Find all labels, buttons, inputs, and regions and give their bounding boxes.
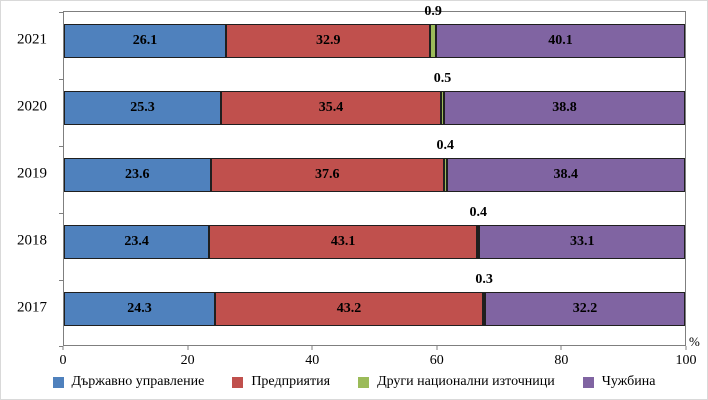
x-tick-mark — [685, 346, 687, 350]
legend-item: Други национални източници — [358, 374, 555, 390]
bar-segment: 32.2 — [485, 292, 685, 326]
legend-swatch — [232, 376, 244, 388]
legend: Държавно управление Предприятия Други наци… — [1, 374, 707, 390]
bar-segment: 37.6 — [210, 158, 445, 192]
y-tick-mark — [59, 12, 63, 13]
bar-segment: 23.6 — [64, 158, 211, 192]
segment-value-label: 32.9 — [315, 33, 341, 48]
bar-segment: 38.8 — [444, 91, 685, 125]
x-tick-mark — [187, 346, 189, 350]
bar-row-2021: 0.9 26.1 32.9 40.1 — [64, 5, 685, 79]
segment-value-label-outside: 0.4 — [469, 205, 487, 220]
x-tick-mark — [62, 346, 64, 350]
y-axis-label: 2018 — [17, 232, 47, 249]
x-tick-label: 0 — [59, 353, 67, 368]
legend-item: Държавно управление — [52, 374, 205, 390]
x-tick-label: 20 — [180, 353, 195, 368]
bar-row-2019: 0.4 23.6 37.6 38.4 — [64, 139, 685, 213]
stacked-bar: 25.3 35.4 38.8 — [64, 91, 685, 125]
segment-value-label-outside: 0.4 — [436, 138, 455, 153]
segment-value-label-outside: 0.5 — [433, 71, 452, 86]
x-tick-label: 80 — [554, 353, 569, 368]
legend-label: Държавно управление — [71, 374, 205, 389]
plot-area: 0.9 26.1 32.9 40.1 0.5 25.3 35.4 38.8 0.4 23.6 37.… — [59, 5, 686, 347]
segment-value-label: 23.6 — [125, 167, 150, 182]
bar-segment: 38.4 — [446, 158, 685, 192]
segment-value-label: 38.4 — [553, 167, 579, 182]
y-axis-label: 2019 — [17, 165, 47, 182]
legend-swatch — [358, 376, 370, 388]
bar-segment: 25.3 — [64, 91, 222, 125]
legend-swatch — [582, 376, 594, 388]
y-axis-label: 2021 — [17, 31, 47, 48]
segment-value-label-outside: 0.9 — [424, 4, 442, 19]
segment-value-label: 40.1 — [548, 33, 573, 48]
x-axis-unit-label: % — [689, 334, 700, 349]
bar-segment: 43.1 — [209, 225, 477, 259]
segment-value-label-outside: 0.3 — [475, 272, 493, 287]
x-tick-mark — [560, 346, 562, 350]
legend-label: Чужбина — [601, 374, 656, 389]
y-tick-mark — [59, 280, 63, 281]
segment-value-label: 37.6 — [315, 167, 340, 182]
y-tick-mark — [59, 213, 63, 214]
bar-segment — [476, 225, 480, 259]
bar-segment: 43.2 — [214, 292, 484, 326]
stacked-bar: 24.3 43.2 32.2 — [64, 292, 685, 326]
y-tick-mark — [59, 346, 63, 347]
bar-segment — [430, 24, 436, 58]
bar-segment: 40.1 — [435, 24, 685, 58]
segment-value-label: 35.4 — [318, 100, 344, 115]
segment-value-label: 25.3 — [130, 100, 155, 115]
x-tick-label: 100 — [675, 353, 697, 368]
stacked-bar: 26.1 32.9 40.1 — [64, 24, 685, 58]
segment-value-label: 24.3 — [127, 301, 152, 316]
stacked-bar: 23.6 37.6 38.4 — [64, 158, 685, 192]
bar-row-2017: 0.3 24.3 43.2 32.2 — [64, 273, 685, 347]
x-tick-label: 60 — [429, 353, 444, 368]
segment-value-label: 32.2 — [572, 301, 598, 316]
bar-segment: 24.3 — [64, 292, 215, 326]
y-axis-labels: 2021 2020 2019 2018 2017 — [1, 11, 55, 346]
bar-row-2018: 0.4 23.4 43.1 33.1 — [64, 206, 685, 280]
bar-segment: 23.4 — [64, 225, 210, 259]
y-axis-label: 2017 — [17, 299, 47, 316]
x-tick-mark — [311, 346, 313, 350]
bar-segment: 35.4 — [221, 91, 441, 125]
legend-label: Други национални източници — [377, 374, 555, 389]
legend-item: Предприятия — [232, 374, 330, 390]
bar-segment: 32.9 — [226, 24, 431, 58]
bar-segment — [444, 158, 447, 192]
bar-segment — [440, 91, 445, 125]
x-axis: 0 20 40 60 80 100 — [59, 346, 697, 372]
y-tick-mark — [59, 146, 63, 147]
segment-value-label: 43.1 — [330, 234, 356, 249]
legend-item: Чужбина — [582, 374, 656, 390]
y-axis-label: 2020 — [17, 98, 47, 115]
segment-value-label: 26.1 — [132, 33, 158, 48]
bar-segment — [483, 292, 486, 326]
segment-value-label: 38.8 — [552, 100, 577, 115]
y-tick-mark — [59, 79, 63, 80]
bar-segment: 33.1 — [479, 225, 685, 259]
segment-value-label: 23.4 — [124, 234, 149, 249]
legend-swatch — [52, 376, 64, 388]
stacked-bar: 23.4 43.1 33.1 — [64, 225, 685, 259]
x-tick-mark — [436, 346, 438, 350]
x-tick-label: 40 — [305, 353, 320, 368]
bar-row-2020: 0.5 25.3 35.4 38.8 — [64, 72, 685, 146]
segment-value-label: 43.2 — [336, 301, 362, 316]
bar-segment: 26.1 — [64, 24, 227, 58]
segment-value-label: 33.1 — [569, 234, 595, 249]
legend-label: Предприятия — [251, 374, 331, 389]
